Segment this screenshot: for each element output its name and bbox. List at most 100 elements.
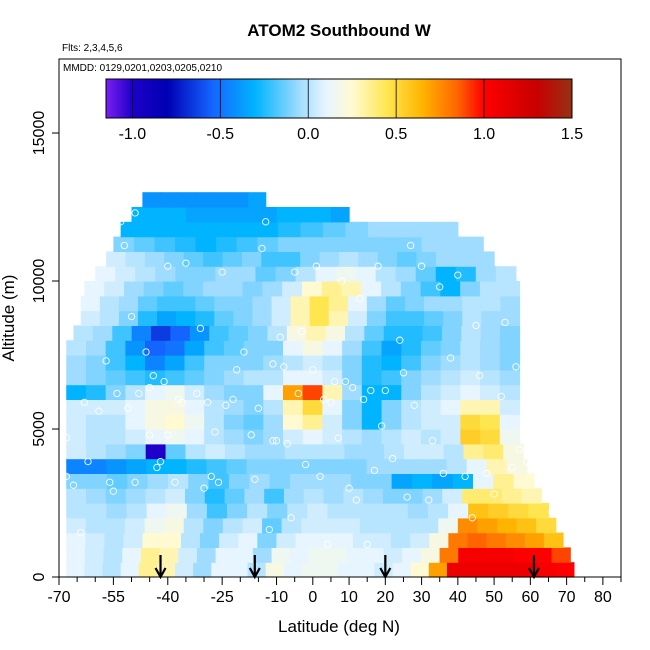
heat-cell [269,473,291,489]
sample-point [265,525,273,534]
colorbar-swatch [125,79,128,118]
colorbar-swatch [399,79,402,118]
heat-cell [341,281,362,297]
colorbar-swatch [208,79,212,118]
heat-cell [243,340,264,356]
sample-point [207,472,215,481]
heat-cell [255,221,279,238]
heat-cell [443,443,465,460]
x-tick-label: 70 [558,589,576,606]
heat-cell [342,369,363,386]
heat-cell [289,473,311,489]
colorbar-swatch [327,79,330,118]
heat-cell [420,355,442,371]
colorbar-swatch [443,79,447,118]
colorbar-swatch [335,79,338,118]
heat-cell [195,192,214,208]
heat-cell [475,266,497,282]
heat-cell [481,310,501,326]
heat-cell [226,458,248,474]
heat-cell [306,325,327,341]
heat-cell [105,340,126,356]
sample-point [378,422,386,430]
heat-cell [164,517,185,534]
sample-point [523,457,531,466]
heat-cell [440,355,461,371]
colorbar-swatch [269,79,272,118]
heat-cell [99,310,120,326]
heat-cell [345,221,369,238]
colorbar-swatch [484,79,488,118]
heat-cell [468,503,489,519]
heat-cell [196,547,217,563]
colorbar-swatch [319,79,323,118]
heat-cell [238,532,258,548]
heat-cell [222,517,244,534]
heat-cell [374,562,394,578]
colorbar-swatch [372,79,375,118]
sample-point [62,472,70,481]
sample-point [211,428,219,436]
heat-cell [303,488,325,504]
heat-cell [364,325,385,341]
heat-cell [145,355,166,371]
colorbar-swatch [302,79,305,118]
heat-cell [458,547,478,563]
heat-cell [135,266,156,282]
heat-cell [287,503,308,519]
heat-cell [205,443,226,460]
heat-cell [131,207,151,223]
heat-cell [86,503,108,519]
sample-point [341,377,350,386]
heat-cell [480,384,501,400]
sample-point [113,389,121,398]
heat-cell [204,207,223,223]
heat-cell [499,340,521,356]
heat-cell [125,340,146,356]
colorbar-swatch [255,79,258,118]
heat-cell [380,236,402,252]
heat-cell [184,384,205,400]
colorbar-swatch [272,79,276,118]
sample-point [501,318,509,327]
heat-cell [184,399,205,415]
heat-cell [176,310,196,326]
colorbar-swatch [465,79,468,118]
heat-cell [66,443,87,460]
heat-cell [381,384,402,400]
sample-point [204,398,212,407]
sample-point [153,463,161,472]
heat-cell [85,340,107,356]
colorbar-swatch [472,79,476,118]
sample-point [87,268,96,276]
colorbar-swatch [296,79,299,118]
heat-cell [165,221,189,238]
sample-point [309,366,317,374]
heat-cell [215,547,235,563]
colorbar-swatch [144,79,148,118]
heat-cell [429,532,449,548]
colorbar-tick-label: 1.0 [473,126,495,143]
sample-point [472,321,480,330]
heat-cell [302,399,324,415]
colorbar-swatch [257,79,260,118]
heat-cell [265,562,285,578]
heat-cell [321,281,343,297]
heat-cell [66,547,86,563]
heat-cell [184,414,205,430]
heat-cell [66,355,87,371]
colorbar-swatch [507,79,511,118]
heat-cell [223,340,245,356]
colorbar-swatch [206,79,210,118]
heat-cell [66,399,87,415]
sample-point [193,389,201,398]
y-tick-label: 5000 [31,411,48,447]
heat-cell [381,429,402,445]
heat-cell [420,429,442,445]
heat-cell [295,532,316,548]
heat-cell [439,547,459,563]
sample-point [156,457,165,466]
colorbar-swatch [340,79,344,118]
colorbar-swatch [148,79,152,118]
heat-cell [401,236,423,252]
